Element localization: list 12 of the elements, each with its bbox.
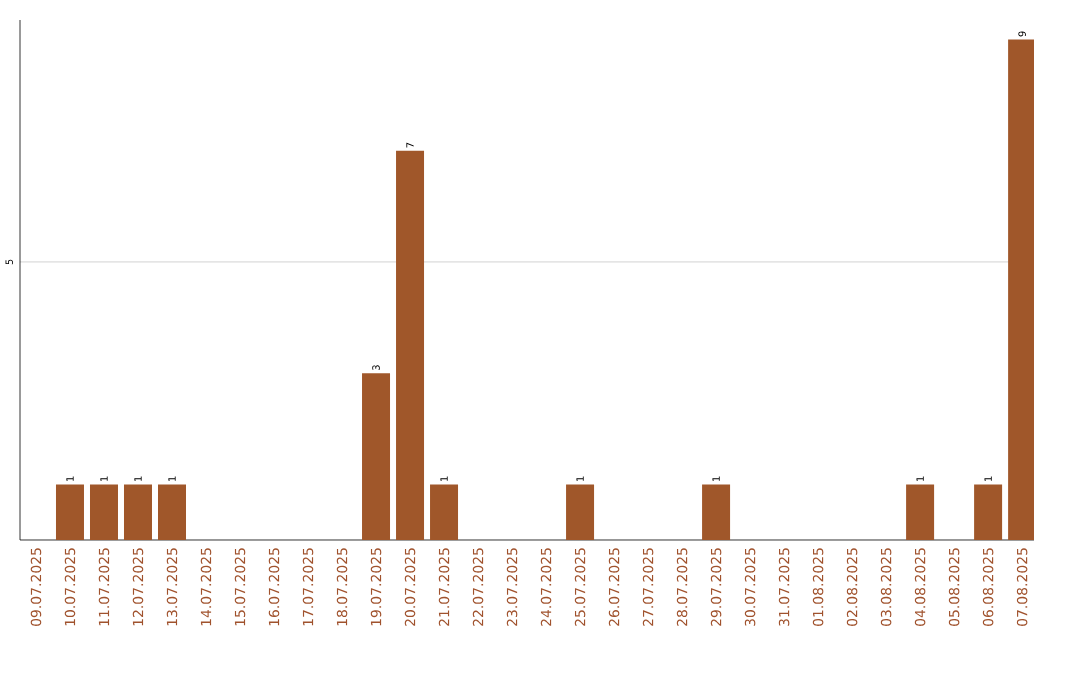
bar	[396, 150, 425, 540]
bar	[158, 484, 186, 540]
bar	[702, 484, 731, 540]
bar	[1008, 39, 1035, 540]
bar	[566, 484, 595, 540]
bar	[55, 484, 84, 540]
bar	[430, 484, 459, 540]
bar	[974, 484, 1003, 540]
bar	[906, 484, 935, 540]
bar	[89, 484, 118, 540]
bar	[123, 484, 152, 540]
bar	[362, 373, 391, 540]
